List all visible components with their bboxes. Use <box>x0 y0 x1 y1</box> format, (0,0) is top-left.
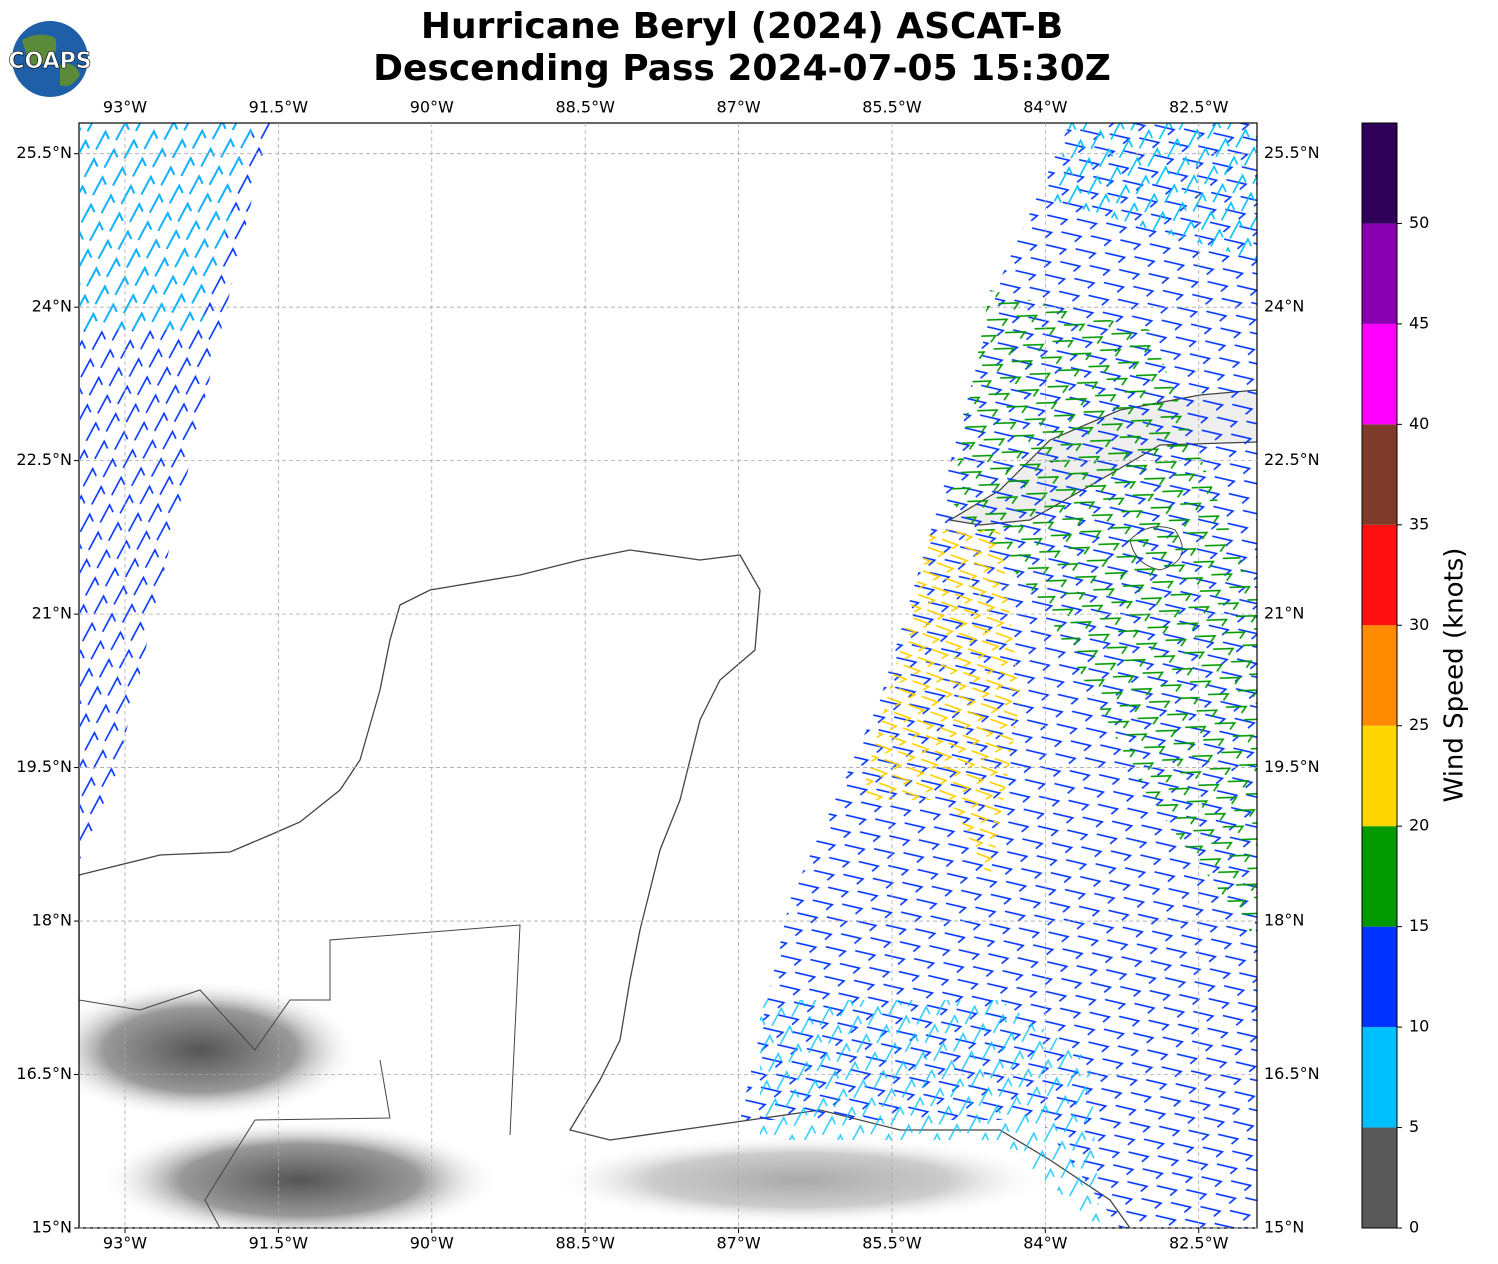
y-tick-label: 25.5°N <box>16 143 72 162</box>
colorbar-tick-label: 30 <box>1409 615 1429 634</box>
colorbar-bin <box>1362 524 1397 626</box>
colorbar-tick-label: 50 <box>1409 213 1429 232</box>
colorbar-bin <box>1362 826 1397 927</box>
y-tick-label: 16.5°N <box>16 1064 72 1083</box>
title-line: Descending Pass 2024-07-05 15:30Z <box>373 48 1111 89</box>
wind-swath <box>760 1000 1100 1228</box>
logo: COAPS <box>8 21 92 97</box>
colorbar-tick-label: 35 <box>1409 514 1429 533</box>
x-tick-label: 82.5°W <box>1169 98 1229 117</box>
y-tick-label: 22.5°N <box>16 450 72 469</box>
y-tick-label: 19.5°N <box>1264 757 1320 776</box>
x-tick-label: 90°W <box>410 1234 454 1253</box>
wind-swath <box>1050 123 1257 260</box>
colorbar-tick-label: 10 <box>1409 1017 1429 1036</box>
terrain <box>79 980 360 1120</box>
terrain <box>550 1135 1050 1225</box>
y-tick-label: 21°N <box>32 604 72 623</box>
colorbar-bin <box>1362 323 1397 425</box>
colorbar-bin <box>1362 123 1397 224</box>
colorbar-bin <box>1362 424 1397 525</box>
x-tick-label: 91.5°W <box>249 1234 309 1253</box>
colorbar-bin <box>1362 1127 1397 1228</box>
x-tick-label: 87°W <box>716 98 760 117</box>
border <box>79 924 521 1228</box>
x-tick-label: 84°W <box>1023 98 1067 117</box>
x-tick-label: 93°W <box>103 1234 147 1253</box>
y-tick-label: 18°N <box>32 911 72 930</box>
x-tick-label: 84°W <box>1023 1234 1067 1253</box>
x-tick-label: 91.5°W <box>249 98 309 117</box>
wind-swath <box>860 530 1020 880</box>
y-tick-label: 21°N <box>1264 604 1304 623</box>
colorbar-bin <box>1362 1027 1397 1128</box>
colorbar-bin <box>1362 725 1397 827</box>
y-tick-label: 19.5°N <box>16 757 72 776</box>
map-body <box>79 123 1257 1228</box>
x-tick-label: 93°W <box>103 98 147 117</box>
x-tick-label: 85.5°W <box>862 98 922 117</box>
colorbar-tick-label: 45 <box>1409 313 1429 332</box>
title-line: Hurricane Beryl (2024) ASCAT-B <box>421 6 1063 47</box>
x-tick-label: 87°W <box>716 1234 760 1253</box>
colorbar-tick-label: 25 <box>1409 715 1429 734</box>
logo-text: COAPS <box>8 49 91 74</box>
y-tick-label: 16.5°N <box>1264 1064 1320 1083</box>
x-tick-label: 88.5°W <box>555 1234 615 1253</box>
colorbar-tick-label: 15 <box>1409 916 1429 935</box>
y-tick-label: 22.5°N <box>1264 450 1320 469</box>
y-tick-label: 18°N <box>1264 911 1304 930</box>
colorbar-bin <box>1362 625 1397 726</box>
y-tick-label: 15°N <box>1264 1218 1304 1237</box>
y-tick-label: 15°N <box>32 1218 72 1237</box>
colorbar-tick-label: 0 <box>1409 1218 1419 1237</box>
y-tick-label: 25.5°N <box>1264 143 1320 162</box>
colorbar-bin <box>1362 223 1397 324</box>
x-tick-label: 82.5°W <box>1169 1234 1229 1253</box>
x-tick-label: 90°W <box>410 98 454 117</box>
colorbar-tick-label: 40 <box>1409 414 1429 433</box>
y-tick-label: 24°N <box>1264 297 1304 316</box>
x-tick-label: 85.5°W <box>862 1234 922 1253</box>
colorbar-label: Wind Speed (knots) <box>1440 548 1470 803</box>
y-tick-label: 24°N <box>32 297 72 316</box>
wind-swath <box>80 123 255 330</box>
colorbar-bin <box>1362 926 1397 1028</box>
colorbar-tick-label: 5 <box>1409 1117 1419 1136</box>
colorbar-tick-label: 20 <box>1409 816 1429 835</box>
x-tick-label: 88.5°W <box>555 98 615 117</box>
terrain <box>100 1120 500 1228</box>
colorbar-frame <box>1361 122 1398 1229</box>
wind-swath <box>950 290 1257 940</box>
